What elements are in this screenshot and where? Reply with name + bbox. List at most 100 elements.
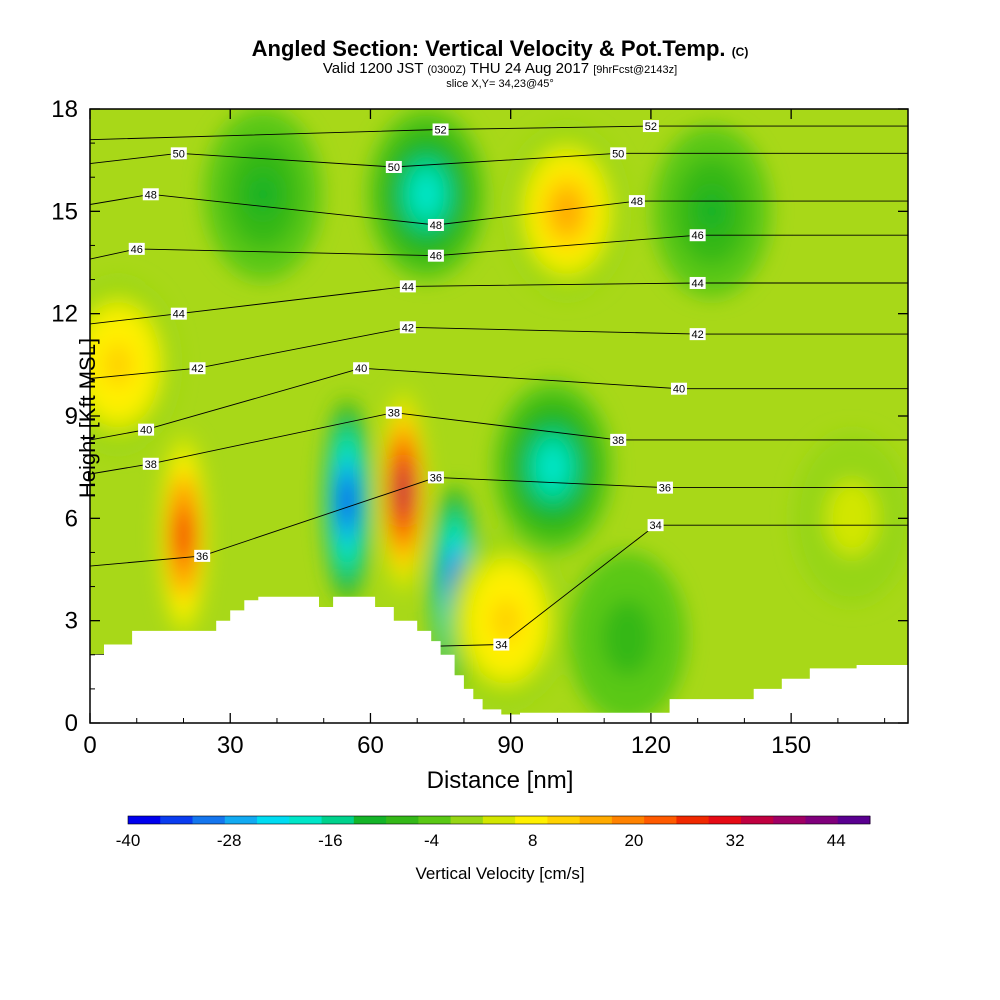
chart-subtitle: Valid 1200 JST (0300Z) THU 24 Aug 2017 […: [0, 60, 1000, 77]
contour-label: 44: [689, 276, 706, 290]
colorbar-swatch: [773, 816, 806, 824]
contour-label: 36: [656, 481, 673, 495]
colorbar-swatch: [547, 816, 581, 824]
y-tick-label: 3: [65, 608, 78, 635]
colorbar-swatch: [257, 816, 290, 824]
contour-label: 42: [689, 328, 706, 341]
velocity-cell: [411, 172, 442, 217]
contour-label: 46: [128, 242, 145, 256]
contour-label-text: 50: [388, 162, 400, 174]
colorbar-tick-label: 20: [624, 831, 643, 850]
contour-label-text: 46: [131, 244, 143, 256]
terrain-shape: [90, 596, 908, 723]
colorbar-swatch: [321, 816, 355, 824]
theta-contour-line: [90, 125, 908, 141]
colorbar-label: Vertical Velocity [cm/s]: [415, 864, 585, 883]
contour-label: 52: [642, 120, 659, 133]
colorbar-tick-label: -16: [318, 831, 343, 850]
contour-label: 50: [610, 147, 627, 160]
velocity-field: [90, 109, 908, 723]
contour-label-text: 44: [402, 281, 414, 293]
velocity-cell: [836, 496, 867, 541]
valid-date: THU 24 Aug 2017: [469, 60, 590, 77]
y-tick-label: 15: [51, 198, 78, 225]
contour-label-text: 48: [145, 189, 157, 201]
velocity-cell: [339, 476, 356, 527]
x-tick-label: 150: [771, 732, 811, 759]
contour-label: 42: [189, 362, 206, 375]
contour-label-text: 38: [612, 435, 624, 447]
colorbar-swatch: [386, 816, 419, 824]
contour-label-text: 38: [145, 459, 157, 471]
colorbar-swatch: [482, 816, 516, 824]
colorbar-tick-label: 32: [726, 831, 745, 850]
x-tick-label: 0: [83, 732, 96, 759]
contour-label: 36: [427, 471, 444, 484]
colorbar-tick-label: -40: [116, 831, 141, 850]
colorbar-swatch: [289, 816, 323, 824]
contour-label-text: 42: [191, 363, 203, 375]
x-tick-label: 90: [497, 732, 524, 759]
contour-label-text: 40: [673, 384, 685, 396]
velocity-cell: [103, 342, 134, 387]
velocity-cell: [491, 598, 522, 643]
colorbar: -40 -28 -16 -4 8 20 32 44: [116, 815, 871, 850]
colorbar-swatch: [160, 816, 194, 824]
contour-label-text: 44: [173, 309, 185, 321]
x-tick-label: 60: [357, 732, 384, 759]
velocity-cell: [537, 445, 568, 490]
contour-label-text: 34: [495, 640, 507, 652]
contour-label: 38: [142, 457, 159, 471]
colorbar-swatch: [611, 816, 645, 824]
colorbar-tick-label: -28: [217, 831, 242, 850]
colorbar-swatch: [708, 816, 742, 824]
contour-label: 40: [138, 423, 155, 437]
contour-label: 42: [399, 321, 416, 334]
contour-label-text: 42: [402, 322, 414, 334]
contour-label-text: 40: [140, 425, 152, 437]
contour-label-text: 36: [659, 483, 671, 495]
contour-label: 46: [427, 249, 444, 263]
chart-title-suffix: (C): [731, 45, 749, 59]
contour-label-text: 44: [692, 278, 704, 290]
y-tick-label: 9: [65, 403, 78, 430]
slice-info: slice X,Y= 34,23@45°: [446, 78, 554, 90]
contour-label-text: 48: [430, 220, 442, 232]
contour-label: 50: [385, 160, 402, 174]
y-tick-label: 18: [51, 96, 78, 123]
contour-label: 48: [427, 218, 444, 232]
velocity-cell: [175, 510, 192, 561]
contour-label-text: 46: [692, 230, 704, 242]
chart-title: Angled Section: Vertical Velocity & Pot.…: [0, 36, 1000, 62]
colorbar-swatch: [805, 816, 839, 824]
contour-label-text: 34: [649, 520, 661, 532]
contour-label: 48: [142, 188, 159, 201]
colorbar-swatch: [837, 816, 871, 824]
contour-label: 44: [170, 307, 187, 321]
contour-label-text: 50: [173, 148, 185, 160]
velocity-cell: [551, 189, 582, 234]
contour-label: 34: [493, 638, 510, 652]
contour-label: 38: [385, 406, 402, 420]
contour-label: 52: [432, 123, 449, 136]
velocity-cell: [247, 172, 278, 217]
velocity-cell: [696, 189, 727, 234]
colorbar-tick-label: 8: [528, 831, 537, 850]
contour-label-text: 40: [355, 363, 367, 375]
colorbar-swatch: [515, 816, 548, 824]
contour-label: 44: [399, 280, 416, 293]
contour-label-text: 52: [645, 121, 657, 133]
colorbar-swatch: [128, 816, 161, 824]
y-tick-label: 6: [65, 505, 78, 532]
valid-time: Valid 1200 JST: [322, 60, 424, 77]
contour-label-text: 36: [196, 551, 208, 563]
valid-utc: (0300Z): [427, 64, 466, 76]
velocity-cell: [612, 615, 643, 660]
contour-label-text: 42: [692, 329, 704, 341]
contour-label: 40: [353, 362, 370, 375]
contour-label-text: 48: [631, 196, 643, 208]
x-axis-label: Distance [nm]: [426, 767, 574, 794]
colorbar-swatch: [353, 816, 387, 824]
chart-title-main: Angled Section: Vertical Velocity & Pot.…: [251, 36, 726, 61]
